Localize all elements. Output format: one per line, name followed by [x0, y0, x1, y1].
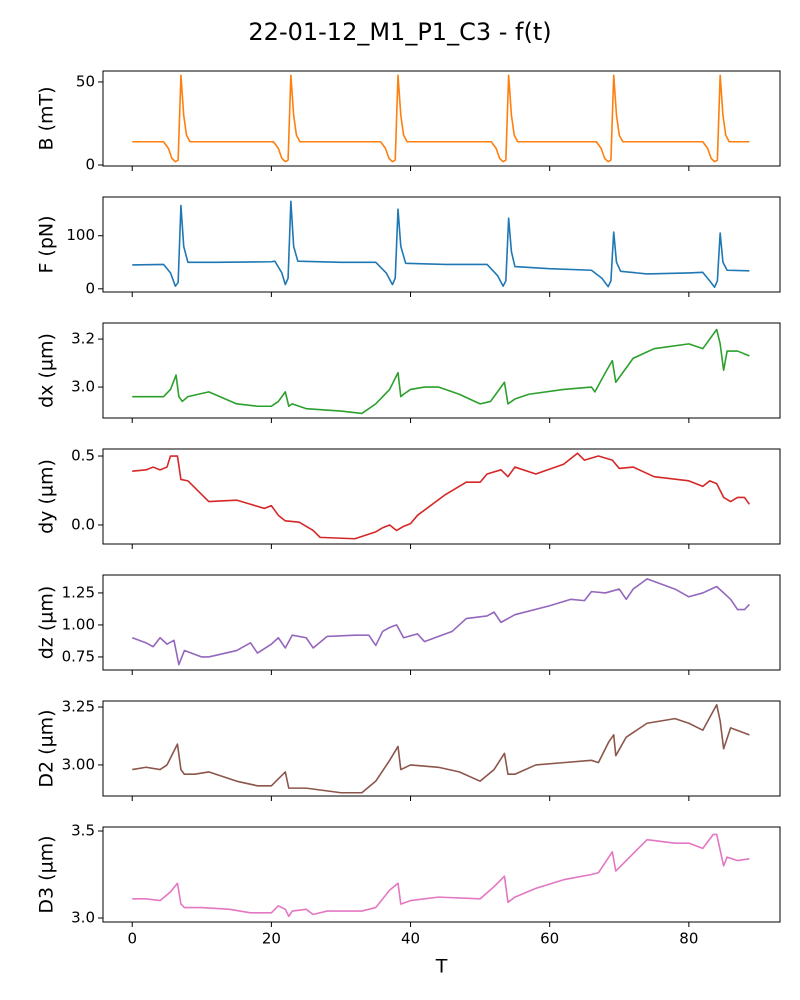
- y-axis-label: D3 (µm): [36, 835, 58, 913]
- y-tick-label: 0: [85, 279, 95, 297]
- y-tick-label: 3.25: [62, 698, 95, 716]
- axes-frame: [102, 700, 781, 797]
- y-axis-label: dx (µm): [36, 333, 58, 408]
- y-tick-label: 1.25: [62, 583, 95, 601]
- x-tick-label: 60: [540, 930, 559, 948]
- axes-frame: [102, 322, 781, 419]
- x-axis-label: T: [435, 956, 448, 978]
- y-axis-label: B (mT): [36, 86, 58, 150]
- y-axis-label: dz (µm): [36, 586, 58, 660]
- data-line: [132, 833, 750, 918]
- y-tick-label: 3.5: [71, 822, 95, 840]
- y-tick-label: 1.00: [62, 615, 95, 633]
- axes-frame: [102, 574, 781, 671]
- axes-frame: [102, 826, 781, 923]
- y-axis-label: dy (µm): [36, 459, 58, 534]
- data-line: [132, 328, 750, 415]
- y-axis-label: D2 (µm): [36, 709, 58, 787]
- axes-frame: [102, 70, 781, 167]
- data-line: [132, 200, 750, 289]
- y-tick-label: 3.0: [71, 378, 95, 396]
- x-tick-label: 40: [401, 930, 420, 948]
- axes-frame: [102, 196, 781, 293]
- x-tick-label: 0: [127, 930, 137, 948]
- data-line: [131, 578, 750, 666]
- y-tick-label: 3.00: [62, 755, 95, 773]
- y-tick-label: 50: [76, 72, 95, 90]
- data-line: [132, 703, 750, 794]
- y-tick-label: 0.0: [71, 515, 95, 533]
- figure-title: 22-01-12_M1_P1_C3 - f(t): [248, 18, 551, 46]
- y-axis-label: F (pN): [36, 215, 58, 273]
- data-line: [132, 74, 750, 163]
- x-tick-label: 80: [679, 930, 698, 948]
- y-tick-label: 3.2: [71, 330, 95, 348]
- y-tick-label: 0: [85, 156, 95, 174]
- y-tick-label: 0.75: [62, 647, 95, 665]
- y-tick-label: 100: [66, 226, 95, 244]
- y-tick-label: 3.0: [71, 908, 95, 926]
- y-tick-label: 0.5: [71, 447, 95, 465]
- data-line: [132, 452, 751, 540]
- x-tick-label: 20: [262, 930, 281, 948]
- axes-frame: [102, 448, 781, 545]
